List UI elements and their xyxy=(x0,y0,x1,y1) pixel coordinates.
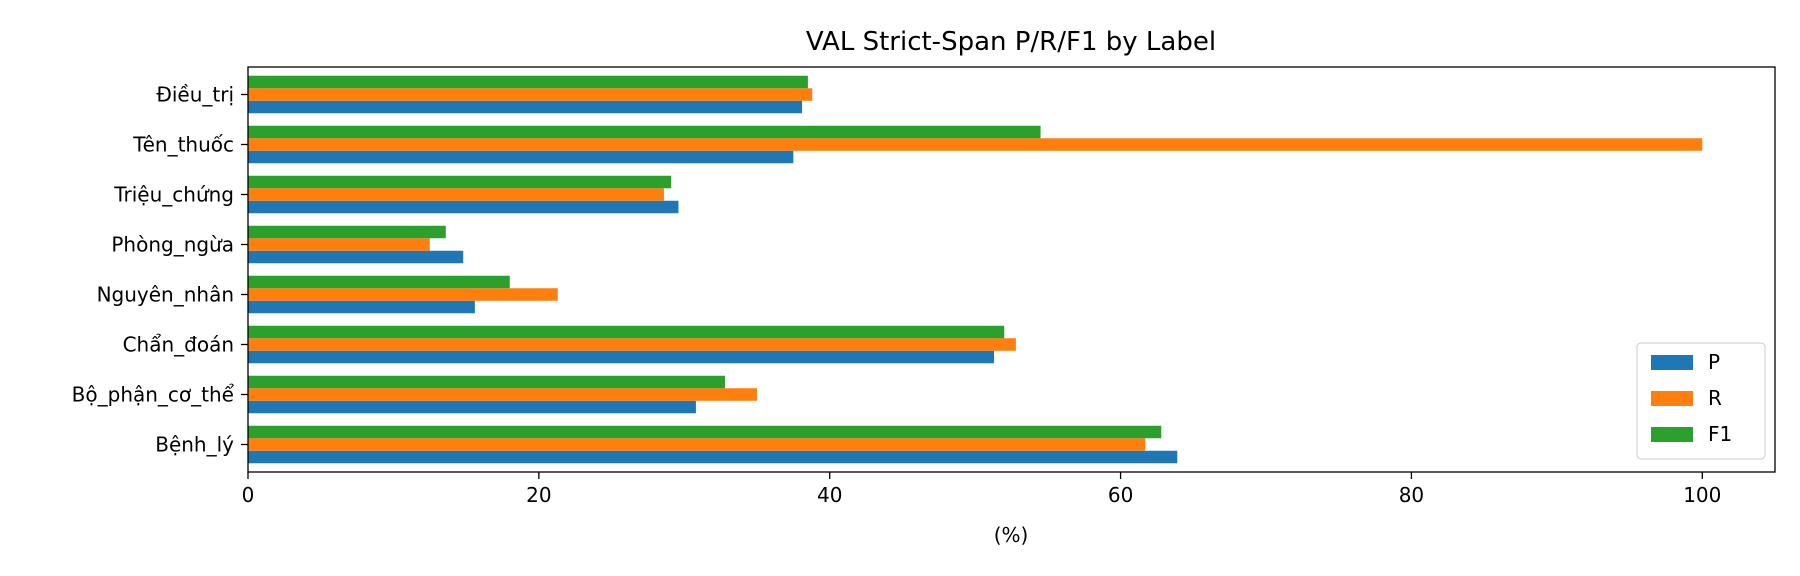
x-axis-label: (%) xyxy=(994,523,1029,547)
bar-p-7 xyxy=(248,100,803,114)
y-tick-label: Nguyên_nhân xyxy=(97,283,234,307)
bar-r-4 xyxy=(248,238,430,251)
x-tick-label: 40 xyxy=(817,483,842,507)
bar-p-4 xyxy=(248,250,464,264)
bar-p-6 xyxy=(248,150,794,164)
bar-f1-4 xyxy=(248,225,446,239)
y-tick-label: Phòng_ngừa xyxy=(111,233,234,257)
bar-p-1 xyxy=(248,400,696,414)
bar-p-3 xyxy=(248,300,475,314)
legend-swatch-r xyxy=(1651,391,1693,406)
bar-p-2 xyxy=(248,350,995,364)
x-tick-label: 60 xyxy=(1108,483,1133,507)
bar-r-2 xyxy=(248,338,1016,351)
legend-label-p: P xyxy=(1708,350,1720,374)
bar-f1-1 xyxy=(248,375,726,389)
bar-r-6 xyxy=(248,138,1703,151)
y-tick-label: Triệu_chứng xyxy=(113,183,234,207)
x-tick-label: 100 xyxy=(1683,483,1721,507)
plot-frame xyxy=(247,66,1776,473)
bar-r-1 xyxy=(248,388,757,401)
y-tick-label: Bệnh_lý xyxy=(155,433,234,457)
bar-r-7 xyxy=(248,88,813,101)
x-axis: 0 20 40 60 80 100 xyxy=(242,472,1721,507)
bar-p-0 xyxy=(248,450,1178,464)
legend-label-r: R xyxy=(1708,386,1722,410)
y-tick-label: Bộ_phận_cơ_thể xyxy=(72,383,235,407)
x-tick-label: 20 xyxy=(526,483,551,507)
bar-f1-2 xyxy=(248,325,1005,339)
bar-r-5 xyxy=(248,188,664,201)
y-tick-label: Chẩn_đoán xyxy=(123,333,234,357)
legend-label-f1: F1 xyxy=(1708,422,1732,446)
legend: PR F1 xyxy=(1636,342,1766,460)
y-tick-label: Tên_thuốc xyxy=(132,133,234,157)
bar-r-3 xyxy=(248,288,558,301)
bar-f1-7 xyxy=(248,75,808,89)
bar-f1-5 xyxy=(248,175,672,189)
legend-swatch-f1 xyxy=(1651,427,1693,442)
y-tick-label: Điều_trị xyxy=(156,83,234,107)
bar-f1-6 xyxy=(248,125,1041,139)
bar-f1-3 xyxy=(248,275,510,289)
x-tick-label: 80 xyxy=(1399,483,1424,507)
bar-r-0 xyxy=(248,438,1146,451)
bar-p-5 xyxy=(248,200,679,214)
bars-group xyxy=(248,75,1703,464)
legend-swatch-p xyxy=(1651,355,1693,370)
y-axis: Bệnh_lý Bộ_phận_cơ_thể Chẩn_đoán Nguyên_nhâ… xyxy=(72,83,248,457)
bar-f1-0 xyxy=(248,425,1162,439)
chart-title: VAL Strict-Span P/R/F1 by Label xyxy=(806,27,1216,57)
x-tick-label: 0 xyxy=(242,483,255,507)
